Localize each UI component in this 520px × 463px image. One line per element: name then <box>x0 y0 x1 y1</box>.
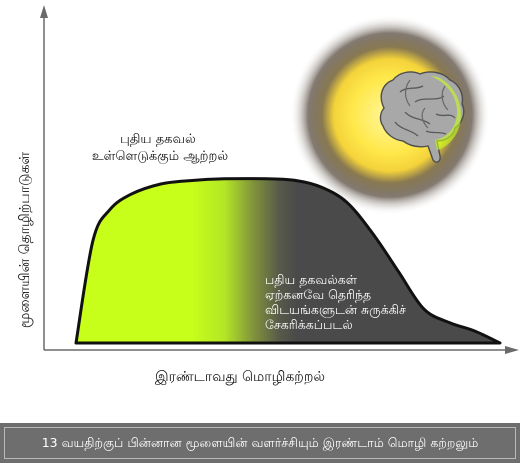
y-axis-arrow <box>40 5 48 18</box>
annotation-early-line-2: உள்ளெடுக்கும் ஆற்றல் <box>92 149 228 164</box>
x-axis-arrow <box>505 346 519 354</box>
annotation-late-line-2: ஏற்கனவே தெரிந்த <box>265 287 371 302</box>
annotation-late-line-1: பதிய தகவல்கள் <box>265 272 358 287</box>
annotation-late-line-3: விடயங்களுடன் சுருக்கிச் <box>265 302 406 318</box>
annotation-early-phase: புதிய தகவல் உள்ளெடுக்கும் ஆற்றல் <box>92 132 228 164</box>
caption-frame: 13 வயதிற்குப் பின்னான மூளையின் வளர்ச்சிய… <box>4 427 516 459</box>
caption-bar: 13 வயதிற்குப் பின்னான மூளையின் வளர்ச்சிய… <box>0 423 520 463</box>
axes <box>40 5 519 354</box>
annotation-late-phase: பதிய தகவல்கள் ஏற்கனவே தெரிந்த விடயங்களுட… <box>265 272 410 332</box>
annotation-early-line-1: புதிய தகவல் <box>120 132 196 147</box>
y-axis-label: மூளையின் தொழிற்பாடுகள் <box>17 152 33 329</box>
chart-figure: புதிய தகவல் உள்ளெடுக்கும் ஆற்றல் பதிய தக… <box>17 5 519 385</box>
figure-caption: 13 வயதிற்குப் பின்னான மூளையின் வளர்ச்சிய… <box>41 434 479 450</box>
brain-icon <box>379 71 465 163</box>
annotation-late-line-4: சேகரிக்கப்படல் <box>265 317 353 332</box>
brain-function-area <box>74 177 502 345</box>
x-axis-label: இரண்டாவது மொழிகற்றல் <box>155 369 325 385</box>
